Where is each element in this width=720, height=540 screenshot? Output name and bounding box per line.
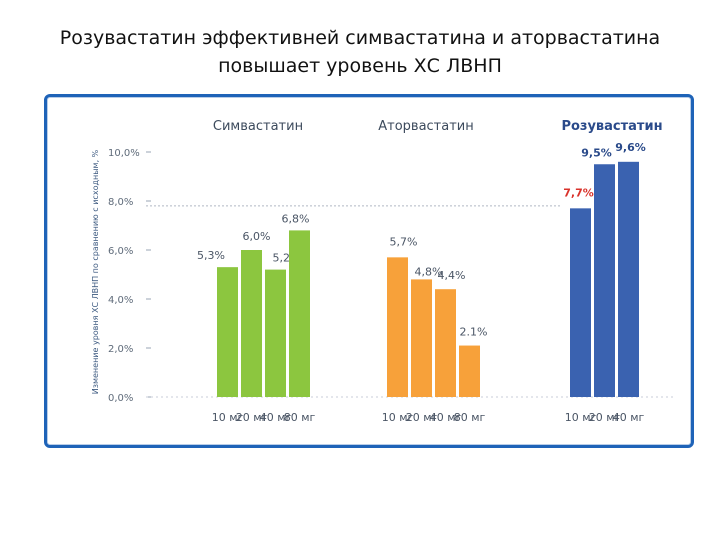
x-category-label: 40 мг (430, 411, 462, 424)
bar (570, 208, 591, 397)
bar-value-label: 6,8% (282, 212, 310, 225)
bar (594, 164, 615, 397)
x-category-label: 40 мг (260, 411, 292, 424)
bar (411, 279, 432, 397)
x-category-label: 40 мг (613, 411, 645, 424)
x-category-label: 10 мг (565, 411, 597, 424)
bar-value-label: 9,5% (581, 146, 612, 159)
y-tick-label: 6,0% (108, 246, 133, 257)
group-title: Аторвастатин (378, 119, 474, 134)
x-category-label: 20 мг (236, 411, 268, 424)
y-tick-label: 8,0% (108, 197, 133, 208)
bar (241, 250, 262, 397)
bar (459, 345, 480, 397)
bar (265, 269, 286, 397)
bar-value-label: 2.1% (460, 326, 488, 339)
y-tick-label: 0,0% (108, 393, 133, 404)
group-title: Симвастатин (213, 119, 303, 134)
bar-value-label: 4,8% (415, 265, 443, 278)
x-category-label: 80 мг (454, 411, 486, 424)
group-title: Розувастатин (561, 119, 662, 134)
slide-title: Розувастатин эффективней симвастатина и … (0, 24, 720, 80)
slide-title-line-1: Розувастатин эффективней симвастатина и … (59, 27, 661, 49)
x-category-label: 10 мг (212, 411, 244, 424)
bar-value-label: 4,4% (438, 269, 466, 282)
x-category-label: 80 мг (284, 411, 316, 424)
y-tick-label: 10,0% (108, 148, 140, 159)
bar (387, 257, 408, 397)
bar (217, 267, 238, 397)
x-category-label: 10 мг (382, 411, 414, 424)
bar-value-label: 5,7% (390, 235, 418, 248)
bar-value-label: 7,7% (563, 186, 594, 199)
y-tick-label: 2,0% (108, 344, 133, 355)
y-axis-label: Изменение уровня ХС ЛВНП по сравнению с … (91, 149, 100, 394)
bar-value-label: 6,0% (243, 230, 271, 243)
bar (618, 161, 639, 397)
bar (289, 230, 310, 397)
bar (435, 289, 456, 397)
slide-title-line-2: повышает уровень ХС ЛВНП (218, 55, 502, 77)
bar-value-label: 9,6% (615, 141, 646, 154)
x-category-label: 20 мг (589, 411, 621, 424)
x-category-label: 20 мг (406, 411, 438, 424)
bar-value-label: 5,3% (197, 249, 225, 262)
y-tick-label: 4,0% (108, 295, 133, 306)
